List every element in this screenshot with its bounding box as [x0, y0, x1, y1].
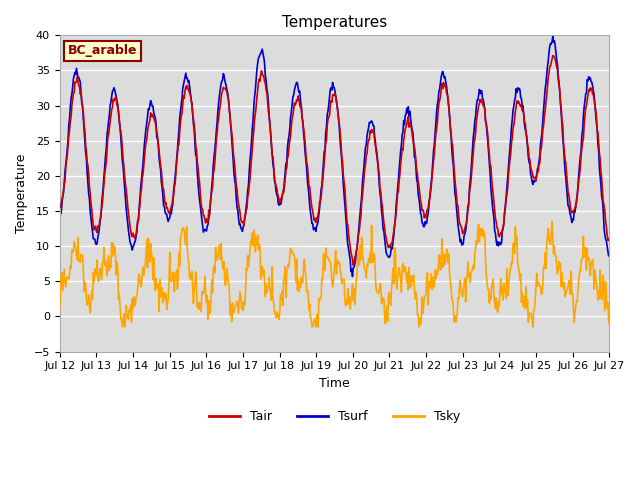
Tair [402, 124, 410, 130]
Line: Tsky: Tsky [60, 222, 609, 327]
Tsurf [402, 111, 410, 117]
Tair [605, 236, 613, 241]
Tsky [402, 270, 410, 276]
Tair [56, 202, 63, 207]
Tsky [605, 322, 613, 328]
Line: Tsurf: Tsurf [60, 36, 609, 276]
Tsky [548, 219, 556, 225]
Tair [66, 127, 74, 132]
Tsurf [207, 194, 215, 200]
Tsky [123, 311, 131, 317]
Tsurf [349, 274, 356, 279]
Tsky [208, 277, 216, 283]
Tsky [56, 307, 63, 312]
Tsky [179, 225, 187, 230]
Legend: Tair, Tsurf, Tsky: Tair, Tsurf, Tsky [204, 405, 465, 428]
Tsurf [178, 96, 186, 101]
Tsky [118, 324, 126, 330]
Tair [207, 193, 215, 199]
Tsky [66, 271, 74, 277]
Tair [178, 110, 186, 116]
Tair [349, 262, 357, 268]
Tair [122, 186, 130, 192]
Tair [549, 53, 557, 59]
Text: BC_arable: BC_arable [68, 44, 138, 57]
Tsurf [549, 34, 557, 39]
Tsurf [418, 220, 426, 226]
Line: Tair: Tair [60, 56, 609, 265]
Title: Temperatures: Temperatures [282, 15, 387, 30]
Tsurf [66, 116, 74, 121]
Tsurf [56, 217, 63, 223]
Tsky [418, 294, 426, 300]
Tsurf [605, 252, 613, 258]
Tair [418, 208, 426, 214]
Tsurf [122, 206, 130, 212]
Y-axis label: Temperature: Temperature [15, 154, 28, 233]
X-axis label: Time: Time [319, 377, 350, 390]
